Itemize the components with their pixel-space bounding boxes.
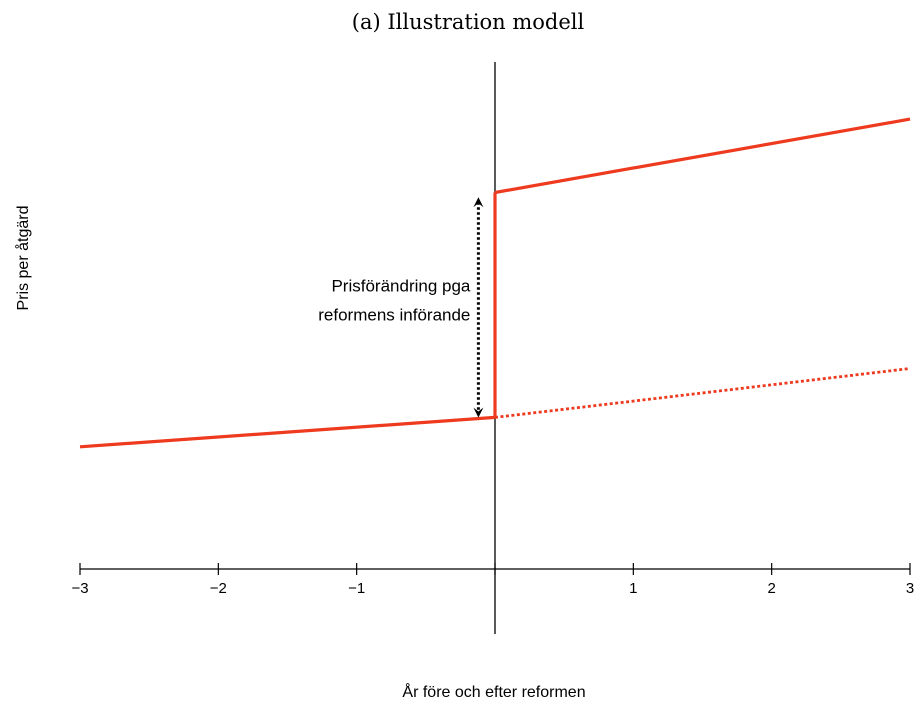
x-ticks: −3 −2 −1 1 2 3 xyxy=(71,563,914,597)
x-tick-label: −1 xyxy=(348,580,365,597)
chart-title: (a) Illustration modell xyxy=(352,10,585,34)
y-axis-label: Pris per åtgärd xyxy=(14,206,32,311)
series-line-3 xyxy=(494,117,911,195)
x-tick-label: 3 xyxy=(906,580,914,597)
annotation-text: reformens införande xyxy=(318,305,470,324)
series-line-4 xyxy=(494,367,911,419)
annotation-layer: Prisförändring pga reformens införande xyxy=(318,197,484,418)
series-line-1 xyxy=(79,415,496,449)
annotation-text: Prisförändring pga xyxy=(331,276,470,295)
x-tick-label: 2 xyxy=(767,580,775,597)
x-tick-label: −3 xyxy=(71,580,88,597)
x-tick-label: −2 xyxy=(210,580,227,597)
series-layer xyxy=(79,117,911,449)
x-axis-label: År före och efter reformen xyxy=(402,682,585,701)
x-tick-label: 1 xyxy=(629,580,637,597)
